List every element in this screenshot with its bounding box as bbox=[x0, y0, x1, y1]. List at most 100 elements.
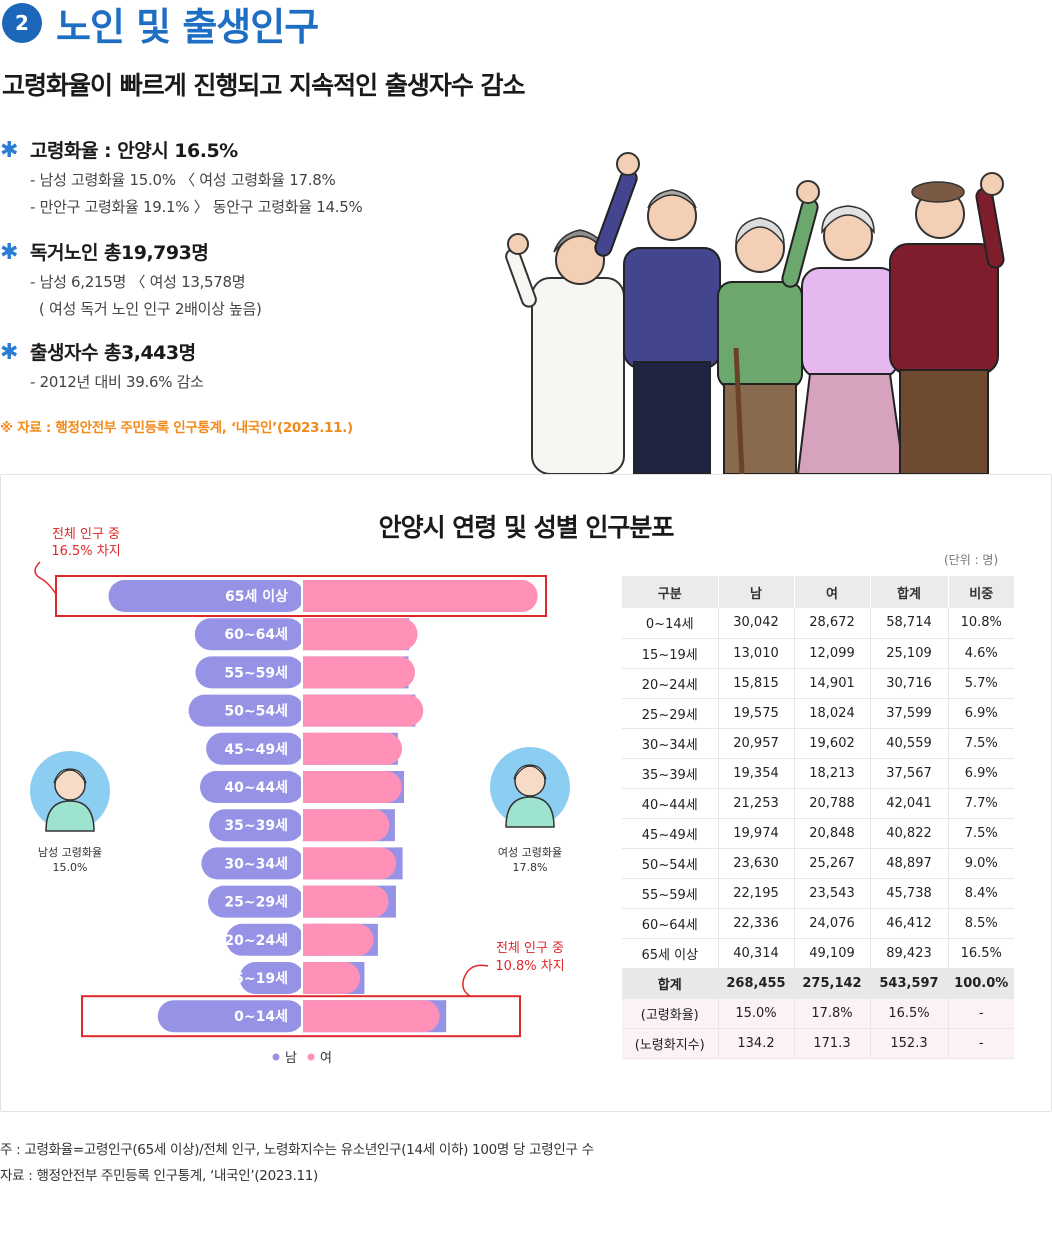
female-bar bbox=[302, 847, 397, 880]
section-title: 노인 및 출생인구 bbox=[56, 4, 319, 49]
table-cell: 543,597 bbox=[870, 968, 949, 999]
table-cell: 30~34세 bbox=[622, 728, 719, 759]
table-cell: 25,267 bbox=[794, 848, 871, 879]
male-aging-label: 남성 고령화율 bbox=[38, 846, 102, 859]
table-cell: 6.9% bbox=[948, 758, 1014, 789]
table-row: (고령화율) 15.0% 17.8% 16.5% - bbox=[622, 998, 1014, 1029]
table-cell: 8.4% bbox=[948, 878, 1014, 909]
table-cell: 275,142 bbox=[794, 968, 871, 999]
table-row: 합계 268,455 275,142 543,597 100.0% bbox=[622, 968, 1014, 999]
bullet-title: 출생자수 총3,443명 bbox=[30, 342, 196, 364]
female-bar-square-end bbox=[302, 580, 322, 612]
table-cell: 22,336 bbox=[718, 908, 795, 939]
female-bar-square-end bbox=[302, 962, 322, 994]
bullet-line: - 만안구 고령화율 19.1% 〉 동안구 고령화율 14.5% bbox=[30, 198, 363, 216]
table-row: 40~44세 21,253 20,788 42,041 7.7% bbox=[622, 788, 1014, 819]
female-bar-square-end bbox=[302, 1000, 322, 1033]
table-cell: 30,042 bbox=[718, 608, 795, 639]
age-label: 40~44세 bbox=[224, 780, 288, 796]
elderly-woman-2-figure bbox=[717, 180, 820, 474]
female-bar-square-end bbox=[302, 694, 322, 727]
footnote-definition: 주 : 고령화율=고령인구(65세 이상)/전체 인구, 노령화지수는 유소년인… bbox=[0, 1142, 594, 1158]
table-cell: 14,901 bbox=[794, 668, 871, 699]
male-bar bbox=[108, 580, 304, 612]
table-row: 15~19세 13,010 12,099 25,109 4.6% bbox=[622, 638, 1014, 669]
table-cell: 22,195 bbox=[718, 878, 795, 909]
table-cell: 18,213 bbox=[794, 758, 871, 789]
table-cell: 46,412 bbox=[870, 908, 949, 939]
section-subtitle: 고령화율이 빠르게 진행되고 지속적인 출생자수 감소 bbox=[2, 71, 526, 100]
female-bar bbox=[302, 732, 403, 765]
table-cell: 45,738 bbox=[870, 878, 949, 909]
age-label: 65세 이상 bbox=[225, 588, 288, 605]
male-bar bbox=[194, 618, 304, 651]
chart-title: 안양시 연령 및 성별 인구분포 bbox=[378, 513, 675, 542]
table-cell: 55~59세 bbox=[622, 878, 719, 909]
annotation-top-line1: 전체 인구 중 bbox=[52, 527, 120, 542]
population-table: 구분 남 여 합계 비중 0~14세 30,042 28,672 58,714 10.8% 15~… bbox=[622, 576, 1014, 1059]
population-pyramid-chart: 65세 이상 60~64세 55~59세 50~54세 45~49세 40~44세 35~3… bbox=[30, 527, 570, 1066]
table-cell: 합계 bbox=[622, 968, 719, 999]
table-header-cell: 남 bbox=[718, 576, 795, 608]
female-bar bbox=[302, 771, 402, 803]
table-header-cell: 여 bbox=[794, 576, 871, 608]
female-bar-square-end bbox=[302, 885, 322, 918]
table-row: 50~54세 23,630 25,267 48,897 9.0% bbox=[622, 848, 1014, 879]
table-cell: 0~14세 bbox=[622, 608, 719, 639]
highlight-box-65plus bbox=[55, 575, 547, 617]
annotation-bottom-line1: 전체 인구 중 bbox=[496, 941, 564, 956]
female-bar bbox=[302, 809, 390, 842]
legend-female-dot bbox=[307, 1053, 315, 1061]
elderly-group-illustration bbox=[505, 152, 1005, 474]
table-cell: 28,672 bbox=[794, 608, 871, 639]
male-bar bbox=[199, 771, 304, 803]
table-cell: 19,354 bbox=[718, 758, 795, 789]
table-cell: 7.5% bbox=[948, 818, 1014, 849]
female-avatar-icon-hair bbox=[513, 764, 547, 780]
bullet-solitary-elderly: ✱ 독거노인 총19,793명 - 남성 6,215명 〈 여성 13,578명… bbox=[0, 238, 262, 319]
male-bar bbox=[208, 885, 304, 918]
unit-label: (단위 : 명) bbox=[944, 553, 999, 567]
table-cell: 37,567 bbox=[870, 758, 949, 789]
male-bar bbox=[226, 923, 304, 956]
section-number-badge: 2 bbox=[2, 3, 42, 43]
table-cell: 100.0% bbox=[948, 968, 1014, 999]
female-bar bbox=[302, 618, 418, 651]
male-bar bbox=[195, 656, 304, 689]
age-label: 60~64세 bbox=[224, 627, 288, 643]
female-aging-value: 17.8% bbox=[513, 861, 548, 874]
elderly-man-1-figure bbox=[594, 152, 721, 474]
table-row: 55~59세 22,195 23,543 45,738 8.4% bbox=[622, 878, 1014, 909]
table-cell: 18,024 bbox=[794, 698, 871, 729]
male-avatar-icon-hair bbox=[53, 768, 87, 784]
table-cell: 17.8% bbox=[794, 998, 871, 1029]
table-cell: (노령화지수) bbox=[622, 1028, 719, 1059]
male-bar bbox=[206, 732, 304, 765]
asterisk-icon: ✱ bbox=[0, 138, 19, 163]
table-header-cell: 비중 bbox=[948, 576, 1014, 608]
table-cell: 19,602 bbox=[794, 728, 871, 759]
bullet-births: ✱ 출생자수 총3,443명 - 2012년 대비 39.6% 감소 bbox=[0, 338, 204, 392]
female-bar-square-end bbox=[302, 656, 322, 689]
section-header: 2 노인 및 출생인구 bbox=[0, 0, 319, 49]
table-cell: 40,314 bbox=[718, 938, 795, 969]
table-row: 45~49세 19,974 20,848 40,822 7.5% bbox=[622, 818, 1014, 849]
table-cell: 7.7% bbox=[948, 788, 1014, 819]
table-cell: 13,010 bbox=[718, 638, 795, 669]
elderly-woman-3-figure bbox=[796, 205, 906, 474]
bullet-title: 고령화율 : 안양시 16.5% bbox=[30, 140, 238, 162]
table-row: 60~64세 22,336 24,076 46,412 8.5% bbox=[622, 908, 1014, 939]
table-cell: 24,076 bbox=[794, 908, 871, 939]
asterisk-icon: ✱ bbox=[0, 240, 19, 265]
table-row: 20~24세 15,815 14,901 30,716 5.7% bbox=[622, 668, 1014, 699]
table-cell: 25~29세 bbox=[622, 698, 719, 729]
bullet-line: - 남성 고령화율 15.0% 〈 여성 고령화율 17.8% bbox=[30, 171, 336, 189]
table-row: 25~29세 19,575 18,024 37,599 6.9% bbox=[622, 698, 1014, 729]
table-cell: 6.9% bbox=[948, 698, 1014, 729]
table-cell: (고령화율) bbox=[622, 998, 719, 1029]
footnote-source: 자료 : 행정안전부 주민등록 인구통계, ‘내국인’(2023.11) bbox=[0, 1168, 318, 1184]
age-label: 50~54세 bbox=[224, 704, 288, 720]
table-cell: 42,041 bbox=[870, 788, 949, 819]
table-cell: 20~24세 bbox=[622, 668, 719, 699]
female-bar-square-end bbox=[302, 809, 322, 842]
